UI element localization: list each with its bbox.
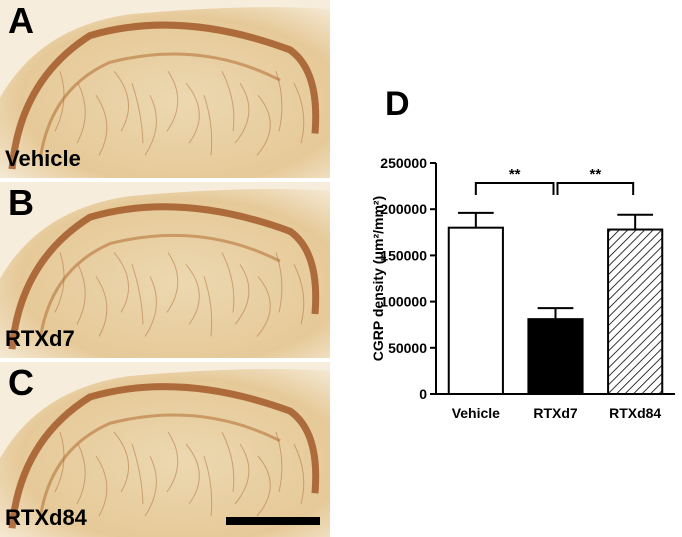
inner-lamina: [38, 413, 281, 520]
bar: [607, 228, 664, 395]
fiber: [166, 252, 179, 313]
superficial-lamina: [8, 203, 320, 350]
fiber: [54, 71, 65, 132]
fiber: [234, 82, 250, 144]
fiber: [144, 94, 157, 156]
scale-bar: [226, 517, 320, 525]
superficial-lamina: [8, 21, 320, 170]
dorsal-horn: [0, 189, 330, 358]
fiber: [131, 83, 144, 144]
micrograph: A Vehicle: [0, 0, 330, 179]
y-tick-label: 100000: [380, 294, 427, 310]
bar: [447, 226, 504, 395]
y-tick-label: 250000: [380, 155, 427, 171]
fiber: [275, 252, 283, 313]
fiber: [95, 455, 108, 517]
fiber: [293, 82, 305, 144]
fiber: [54, 431, 65, 493]
significance-bracket: [556, 182, 635, 195]
fiber: [113, 252, 130, 313]
fiber: [221, 431, 235, 493]
fiber: [185, 443, 200, 505]
fiber: [166, 70, 179, 132]
fiber: [76, 82, 86, 144]
panel-letter: D: [385, 85, 410, 123]
fiber: [144, 276, 157, 337]
significance-label: **: [509, 166, 521, 183]
micrograph: C RTXd84: [0, 362, 330, 537]
micrograph: B RTXd7: [0, 182, 330, 358]
fiber: [113, 431, 130, 493]
fiber: [166, 431, 179, 493]
x-tick-label: RTXd7: [533, 405, 578, 421]
dorsal-horn: [0, 7, 330, 179]
fiber: [221, 252, 235, 313]
fiber: [221, 70, 235, 132]
y-axis-label: CGRP density (μm²/mm²): [370, 196, 386, 361]
y-tick-label: 150000: [380, 247, 427, 263]
panel-letter: A: [8, 0, 34, 41]
bar: [527, 318, 584, 396]
fiber: [256, 276, 271, 337]
fiber: [185, 264, 200, 325]
fiber: [76, 443, 86, 505]
significance-bracket: [474, 182, 555, 195]
fiber: [95, 276, 108, 337]
fiber: [275, 71, 283, 132]
fiber: [234, 443, 250, 505]
inner-lamina: [38, 233, 281, 341]
significance-label: **: [589, 166, 601, 183]
panel-letter: C: [8, 362, 34, 403]
fiber: [185, 82, 200, 144]
fiber: [131, 264, 144, 325]
fiber: [234, 264, 250, 325]
fiber: [256, 455, 271, 517]
inner-lamina: [38, 52, 281, 161]
dorsal-horn: [0, 369, 330, 537]
panel-letter: B: [8, 182, 34, 223]
fiber: [203, 455, 213, 517]
bar-chart: D CGRP density (μm²/mm²) 0 50000 100000 15000…: [370, 85, 675, 421]
panel-label: RTXd84: [5, 505, 88, 530]
y-tick-label: 50000: [388, 340, 427, 356]
fiber: [203, 276, 213, 337]
fiber: [293, 264, 305, 325]
fiber: [76, 264, 86, 325]
x-tick-label: Vehicle: [452, 405, 500, 421]
fiber: [95, 94, 108, 156]
fiber: [131, 443, 144, 505]
micrograph-panels: A Vehicle B RTXd7 C RTXd84: [0, 0, 330, 537]
y-tick-label: 0: [419, 386, 427, 402]
fiber: [54, 252, 65, 313]
x-tick-label: RTXd84: [609, 405, 661, 421]
fiber: [113, 70, 130, 132]
y-tick-label: 200000: [380, 201, 427, 217]
panel-label: RTXd7: [5, 326, 75, 351]
fiber: [275, 431, 283, 493]
fiber: [203, 95, 213, 156]
fiber: [144, 455, 157, 517]
fiber: [256, 94, 271, 156]
fiber: [293, 443, 305, 505]
superficial-lamina: [8, 383, 320, 529]
panel-label: Vehicle: [5, 146, 81, 171]
